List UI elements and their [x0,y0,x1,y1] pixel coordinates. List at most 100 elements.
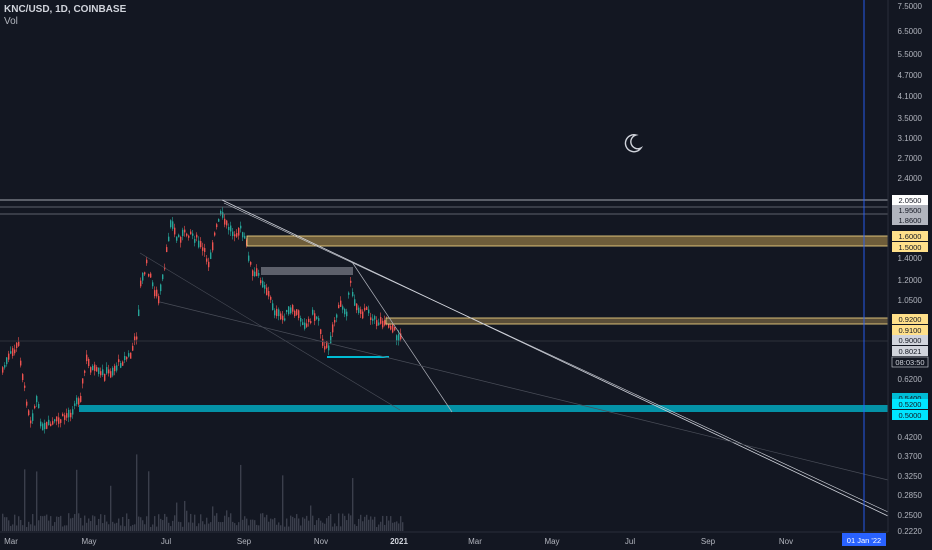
candle-body [72,409,74,415]
resistance-zone-mid[interactable] [385,317,889,325]
volume-bar [18,516,20,531]
candle-body [284,318,286,321]
volume-bar [256,524,258,531]
volume-bar [204,524,206,531]
candle-body [298,310,300,319]
volume-bar [212,506,214,531]
candle-body [116,365,118,371]
candle-body [338,304,340,309]
volume-bar [228,517,230,531]
price-badge-support-bot[interactable]: 0.5000 [892,410,928,420]
candle-body [296,309,298,315]
candle-body [286,309,288,313]
volume-bar [244,516,246,531]
volume-bar [10,525,12,531]
price-badge-countdown[interactable]: 08:03:50 [891,356,929,368]
drawings-layer[interactable] [0,0,889,532]
time-tick-label: Sep [237,537,252,546]
price-badge-zone-mid-top[interactable]: 0.9200 [892,314,928,324]
price-badge-zone-hi-bot[interactable]: 1.5000 [892,242,928,252]
moon-icon[interactable] [622,132,644,154]
volume-bar [398,523,400,531]
candle-body [230,225,232,232]
candles-layer [2,207,402,434]
candle-body [328,345,330,351]
candle-body [180,236,182,243]
volume-bar [190,513,192,531]
trendline-steep[interactable] [351,261,453,413]
volume-bar [268,521,270,531]
volume-bar [120,525,122,531]
price-badge-support-top[interactable]: 0.5200 [892,399,928,409]
candle-body [242,232,244,238]
volume-bar [258,525,260,531]
time-marker-badge[interactable]: 01 Jan '22 [842,533,886,546]
price-axis[interactable]: 7.5000 6.5000 5.5000 4.7000 4.1000 3.5000 3.10… [887,0,932,550]
candle-body [30,420,32,424]
volume-bar [306,515,308,531]
volume-bar [146,516,148,531]
price-badge-last-price[interactable]: 0.8021 [892,346,928,356]
price-tick-label: 3.5000 [898,114,923,123]
candle-body [222,212,224,218]
price-badge-line-top-a[interactable]: 2.0500 [892,195,928,205]
consolidation-box[interactable] [261,267,353,275]
volume-bar [202,521,204,531]
volume-bar [132,524,134,531]
volume-bar [86,522,88,531]
volume-bar [174,515,176,531]
volume-bar [102,523,104,531]
symbol-title[interactable]: KNC/USD, 1D, COINBASE [4,4,127,15]
price-badge-support-partial[interactable]: 0.5400 [892,393,928,403]
candle-body [8,353,10,360]
price-tick-label: 0.3700 [898,452,923,461]
volume-bar [6,517,8,531]
candle-body [122,361,124,366]
volume-bar [274,517,276,531]
price-badge-line-top-b[interactable]: 1.9500 [892,205,928,215]
volume-bar [302,517,304,531]
volume-bar [260,513,262,531]
volume-bar [38,520,40,531]
candle-body [68,409,70,418]
volume-bar [178,521,180,531]
volume-indicator-label[interactable]: Vol [4,16,18,27]
volume-bar [100,514,102,531]
price-badge-line-top-c[interactable]: 1.8600 [892,215,928,225]
resistance-zone-high[interactable] [246,235,889,247]
candle-body [86,354,88,362]
candle-body [292,305,294,312]
support-zone[interactable] [79,405,888,412]
volume-bar [320,520,322,531]
time-axis[interactable]: Mar May Jul Sep Nov 2021 Mar May Jul Sep Nov 01 Jan… [0,531,888,550]
trendline-long-a[interactable] [221,199,889,517]
price-badge-line-mid[interactable]: 0.9000 [892,335,928,345]
volume-bar [12,524,14,531]
trendline-low-support[interactable] [159,301,889,481]
candle-body [252,270,254,276]
price-tick-label: 1.0500 [898,296,923,305]
candle-body [82,378,84,384]
candle-body [390,325,392,330]
volume-bar [110,485,112,531]
trendline-wedge[interactable] [139,252,401,411]
price-tick-label: 0.2850 [898,491,923,500]
volume-bar [216,513,218,531]
volume-bar [344,515,346,531]
volume-bar [368,519,370,531]
price-tick-label: 1.2000 [898,276,923,285]
volume-bar [36,471,38,531]
candle-body [276,308,278,316]
price-badge-zone-hi-top[interactable]: 1.6000 [892,231,928,241]
volume-bar [250,519,252,531]
volume-bar [170,526,172,531]
volume-bar [262,513,264,531]
candle-body [94,364,96,371]
price-badge-zone-mid-bot[interactable]: 0.9100 [892,325,928,335]
candle-body [188,235,190,238]
price-badge-text: 0.5200 [899,400,922,409]
volume-bar [92,515,94,531]
trendline-long-b[interactable] [223,202,889,513]
